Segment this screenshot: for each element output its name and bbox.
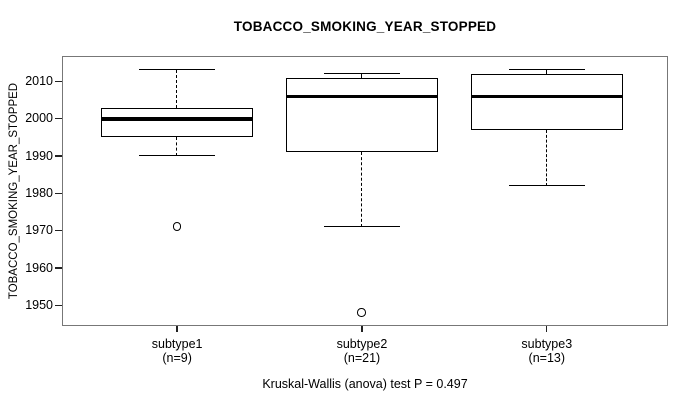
x-tick	[361, 326, 363, 332]
lower-whisker	[361, 152, 363, 228]
lower-whisker	[176, 137, 178, 157]
box-subtype3	[470, 73, 623, 130]
lower-whisker-cap	[323, 226, 400, 228]
upper-whisker-cap	[508, 69, 585, 71]
outlier-point	[357, 308, 366, 317]
box-subtype2	[285, 77, 438, 153]
chart-title: TOBACCO_SMOKING_YEAR_STOPPED	[233, 19, 497, 34]
category-name: subtype1	[151, 337, 203, 351]
median-line	[470, 94, 623, 99]
y-tick	[55, 304, 62, 307]
box-subtype1	[101, 107, 254, 138]
upper-whisker-cap	[139, 69, 216, 71]
upper-whisker	[361, 73, 363, 78]
y-tick-label: 1980	[25, 185, 53, 200]
upper-whisker	[176, 70, 178, 108]
category-name: subtype2	[336, 337, 388, 351]
y-tick	[55, 80, 62, 83]
category-label-subtype3: subtype3 (n=13)	[477, 337, 617, 365]
lower-whisker-cap	[139, 155, 216, 157]
y-tick	[55, 155, 62, 157]
upper-whisker	[546, 70, 548, 74]
x-tick	[176, 326, 178, 332]
lower-whisker-cap	[508, 185, 585, 187]
category-label-subtype2: subtype2 (n=21)	[292, 337, 432, 365]
y-tick	[55, 267, 62, 269]
stat-test-caption: Kruskal-Wallis (anova) test P = 0.497	[262, 377, 468, 391]
y-tick	[55, 230, 62, 232]
median-line	[101, 116, 254, 121]
y-tick	[55, 192, 62, 195]
outlier-point	[172, 222, 182, 231]
y-tick-label: 1960	[25, 260, 53, 275]
median-line	[285, 94, 438, 99]
category-count-label: (n=9)	[162, 350, 192, 365]
category-count-label: (n=21)	[343, 350, 381, 365]
y-tick-label: 1970	[25, 223, 53, 238]
category-count-label: (n=13)	[528, 350, 566, 365]
upper-whisker-cap	[323, 73, 400, 75]
category-name: subtype3	[521, 337, 573, 351]
lower-whisker	[546, 129, 548, 186]
y-tick	[55, 118, 62, 120]
x-tick	[546, 326, 548, 332]
category-label-subtype1: subtype1 (n=9)	[107, 337, 247, 365]
y-tick-label: 2000	[25, 111, 53, 126]
y-tick-label: 1990	[25, 148, 53, 163]
y-tick-label: 2010	[25, 73, 53, 88]
y-tick-label: 1950	[25, 297, 53, 312]
